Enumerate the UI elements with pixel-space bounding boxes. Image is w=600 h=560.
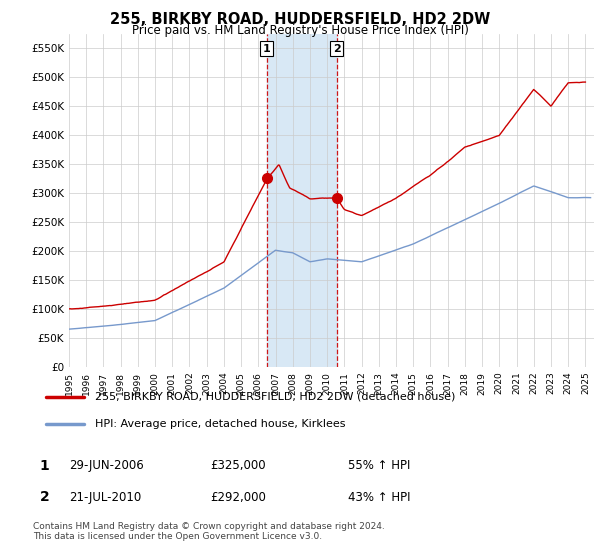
Text: 2: 2 [40,491,49,504]
Text: Price paid vs. HM Land Registry's House Price Index (HPI): Price paid vs. HM Land Registry's House … [131,24,469,36]
Text: 255, BIRKBY ROAD, HUDDERSFIELD, HD2 2DW: 255, BIRKBY ROAD, HUDDERSFIELD, HD2 2DW [110,12,490,27]
Text: 43% ↑ HPI: 43% ↑ HPI [348,491,410,504]
Text: 2: 2 [333,44,341,54]
Text: 1: 1 [40,459,49,473]
Text: 29-JUN-2006: 29-JUN-2006 [69,459,144,473]
Text: £292,000: £292,000 [210,491,266,504]
Text: 21-JUL-2010: 21-JUL-2010 [69,491,141,504]
Text: HPI: Average price, detached house, Kirklees: HPI: Average price, detached house, Kirk… [95,419,346,429]
Text: 55% ↑ HPI: 55% ↑ HPI [348,459,410,473]
Text: 1: 1 [263,44,271,54]
Text: £325,000: £325,000 [210,459,266,473]
Bar [267,34,337,367]
Text: Contains HM Land Registry data © Crown copyright and database right 2024.
This d: Contains HM Land Registry data © Crown c… [33,522,385,542]
Text: 255, BIRKBY ROAD, HUDDERSFIELD, HD2 2DW (detached house): 255, BIRKBY ROAD, HUDDERSFIELD, HD2 2DW … [95,391,455,402]
